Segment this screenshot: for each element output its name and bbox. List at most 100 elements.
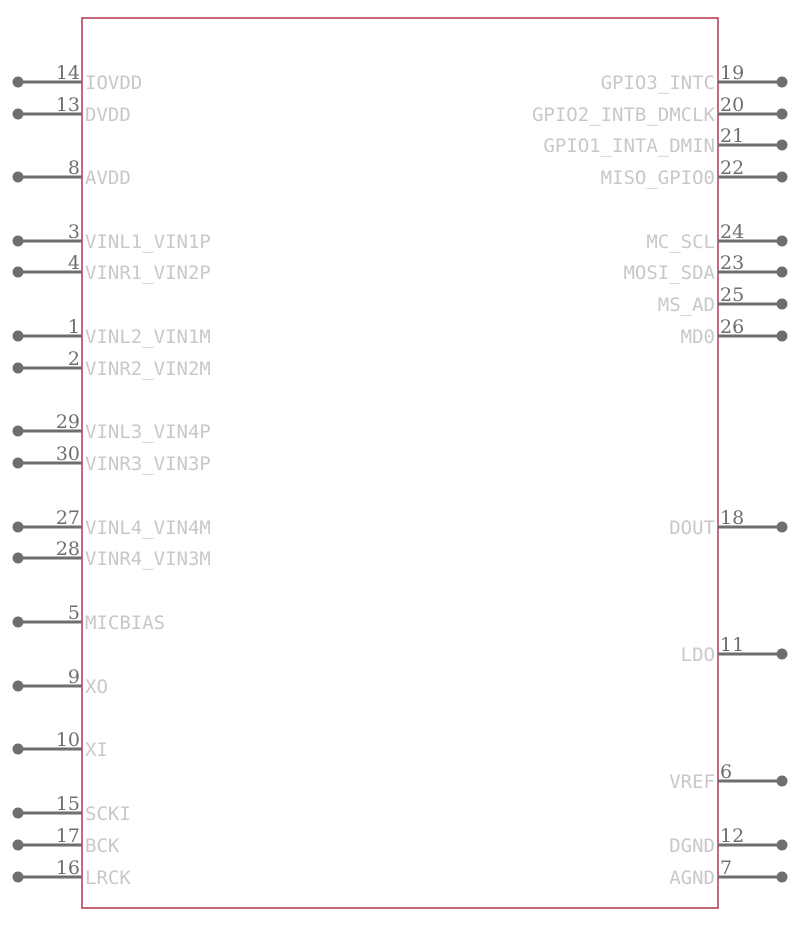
pin-endpoint-dot: [776, 871, 788, 883]
pin-number: 14: [56, 62, 80, 84]
pin-number: 22: [720, 157, 744, 179]
pin-1: 1 VINL2_VIN1M: [12, 316, 211, 348]
pin-name: MICBIAS: [85, 612, 165, 634]
pin-endpoint-dot: [776, 139, 788, 151]
pin-name: VINL1_VIN1P: [85, 231, 211, 253]
pin-number: 23: [720, 252, 744, 274]
pin-number: 9: [68, 666, 80, 688]
pin-name: GPIO3_INTC: [601, 72, 715, 94]
pin-endpoint-dot: [12, 76, 24, 88]
pin-number: 2: [68, 348, 80, 370]
pin-name: SCKI: [85, 803, 131, 825]
pin-14: 14 IOVDD: [12, 62, 142, 94]
pin-28: 28 VINR4_VIN3M: [12, 538, 211, 570]
pin-15: 15 SCKI: [12, 793, 131, 825]
pin-name: IOVDD: [85, 72, 142, 94]
pin-number: 16: [56, 857, 80, 879]
pin-endpoint-dot: [12, 680, 24, 692]
pin-endpoint-dot: [12, 616, 24, 628]
pin-number: 10: [56, 729, 80, 751]
pin-endpoint-dot: [12, 425, 24, 437]
pin-endpoint-dot: [12, 743, 24, 755]
pin-number: 15: [56, 793, 80, 815]
pin-30: 30 VINR3_VIN3P: [12, 443, 211, 475]
pin-name: VINR2_VIN2M: [85, 358, 211, 380]
pin-endpoint-dot: [776, 521, 788, 533]
pin-endpoint-dot: [776, 108, 788, 120]
pin-endpoint-dot: [776, 235, 788, 247]
pin-number: 7: [720, 857, 732, 879]
pin-endpoint-dot: [12, 108, 24, 120]
pin-name: VINR1_VIN2P: [85, 262, 211, 284]
pin-endpoint-dot: [12, 330, 24, 342]
pin-name: VINR3_VIN3P: [85, 453, 211, 475]
pin-number: 11: [720, 634, 744, 656]
pin-name: MD0: [681, 326, 715, 348]
pin-endpoint-dot: [12, 839, 24, 851]
right-pin-group: 19GPIO3_INTC20GPIO2_INTB_DMCLK21GPIO1_IN…: [532, 62, 788, 889]
pin-5: 5 MICBIAS: [12, 602, 165, 634]
pin-10: 10 XI: [12, 729, 108, 761]
pin-endpoint-dot: [12, 266, 24, 278]
pin-name: DGND: [669, 835, 715, 857]
pin-name: XO: [85, 676, 108, 698]
pin-endpoint-dot: [12, 171, 24, 183]
pin-endpoint-dot: [776, 298, 788, 310]
pin-name: GPIO1_INTA_DMIN: [543, 135, 715, 157]
pin-3: 3 VINL1_VIN1P: [12, 221, 211, 253]
pin-number: 28: [56, 538, 80, 560]
pin-endpoint-dot: [12, 871, 24, 883]
pin-number: 18: [720, 507, 744, 529]
pin-name: VREF: [669, 771, 715, 793]
pin-27: 27 VINL4_VIN4M: [12, 507, 211, 539]
pin-name: VINL2_VIN1M: [85, 326, 211, 348]
pin-name: VINL3_VIN4P: [85, 421, 211, 443]
pin-number: 4: [68, 252, 80, 274]
pin-4: 4 VINR1_VIN2P: [12, 252, 211, 284]
pin-number: 8: [68, 157, 80, 179]
pin-name: DOUT: [669, 517, 715, 539]
pin-name: GPIO2_INTB_DMCLK: [532, 104, 716, 126]
pin-9: 9 XO: [12, 666, 108, 698]
pin-number: 13: [56, 94, 80, 116]
pin-number: 26: [720, 316, 744, 338]
pin-name: AVDD: [85, 167, 131, 189]
pin-13: 13 DVDD: [12, 94, 131, 126]
pin-name: XI: [85, 739, 108, 761]
pin-number: 5: [68, 602, 80, 624]
pin-number: 1: [68, 316, 80, 338]
pin-endpoint-dot: [776, 171, 788, 183]
pin-name: MS_AD: [658, 294, 715, 316]
pin-name: MC_SCL: [646, 231, 715, 253]
pin-16: 16 LRCK: [12, 857, 131, 889]
pin-17: 17 BCK: [12, 825, 120, 857]
pin-number: 12: [720, 825, 744, 847]
pin-name: LDO: [681, 644, 715, 666]
pin-name: AGND: [669, 867, 715, 889]
pin-29: 29 VINL3_VIN4P: [12, 411, 211, 443]
pin-name: DVDD: [85, 104, 131, 126]
pin-endpoint-dot: [12, 235, 24, 247]
pin-endpoint-dot: [12, 807, 24, 819]
pin-number: 21: [720, 125, 744, 147]
pin-8: 8 AVDD: [12, 157, 131, 189]
pin-name: MISO_GPIO0: [601, 167, 715, 189]
pin-name: LRCK: [85, 867, 131, 889]
pin-number: 3: [68, 221, 80, 243]
pin-number: 29: [56, 411, 80, 433]
pin-name: VINR4_VIN3M: [85, 548, 211, 570]
pin-number: 27: [56, 507, 80, 529]
pin-endpoint-dot: [12, 457, 24, 469]
